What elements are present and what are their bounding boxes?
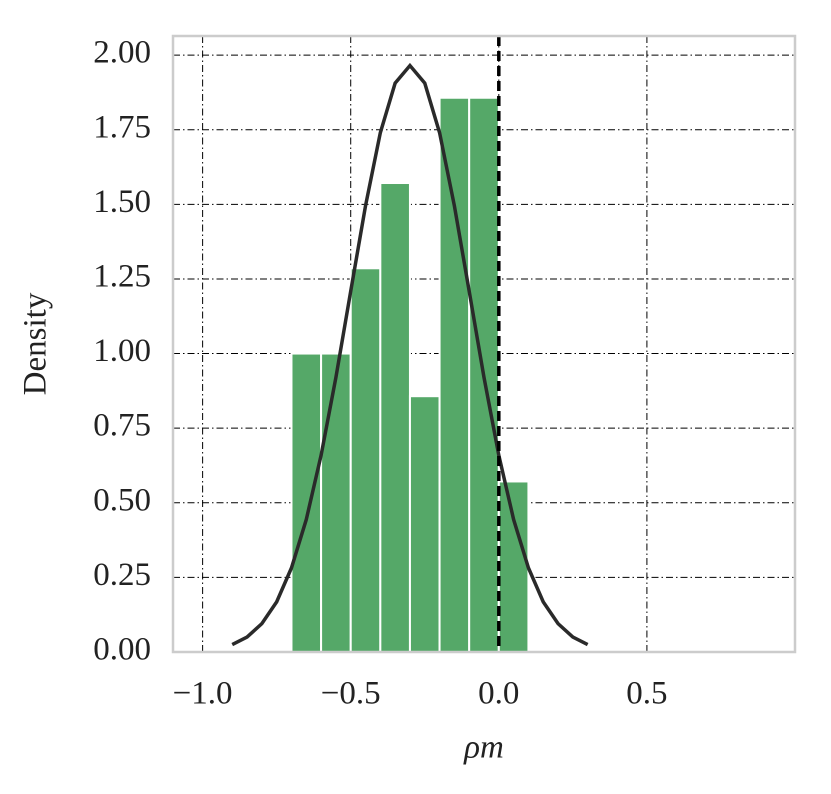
bar: [379, 182, 411, 654]
x-axis-label: ρm: [463, 730, 504, 766]
density-curve: [231, 62, 589, 647]
y-tick-label: 1.50: [93, 184, 151, 220]
x-tick-label: −1.0: [173, 676, 233, 712]
y-tick-label: 0.00: [93, 632, 151, 668]
x-tick-label: 0.5: [626, 676, 667, 712]
bar: [438, 96, 471, 654]
y-tick-label: 1.25: [93, 259, 151, 295]
x-tick-label: −0.5: [321, 676, 381, 712]
y-tick-label: 1.00: [93, 333, 151, 369]
bar: [349, 267, 382, 653]
bar: [320, 352, 352, 653]
x-tick-label: 0.0: [478, 676, 519, 712]
bar: [408, 395, 441, 653]
y-axis-label: Density: [18, 292, 54, 395]
y-tick-label: 0.75: [93, 408, 151, 444]
plot-frame: [171, 34, 797, 654]
y-tick-label: 0.25: [93, 557, 151, 593]
y-tick-label: 2.00: [93, 35, 151, 71]
bar: [290, 352, 323, 653]
y-tick-label: 0.50: [93, 482, 151, 518]
y-tick-label: 1.75: [93, 109, 151, 145]
bar: [497, 480, 530, 653]
